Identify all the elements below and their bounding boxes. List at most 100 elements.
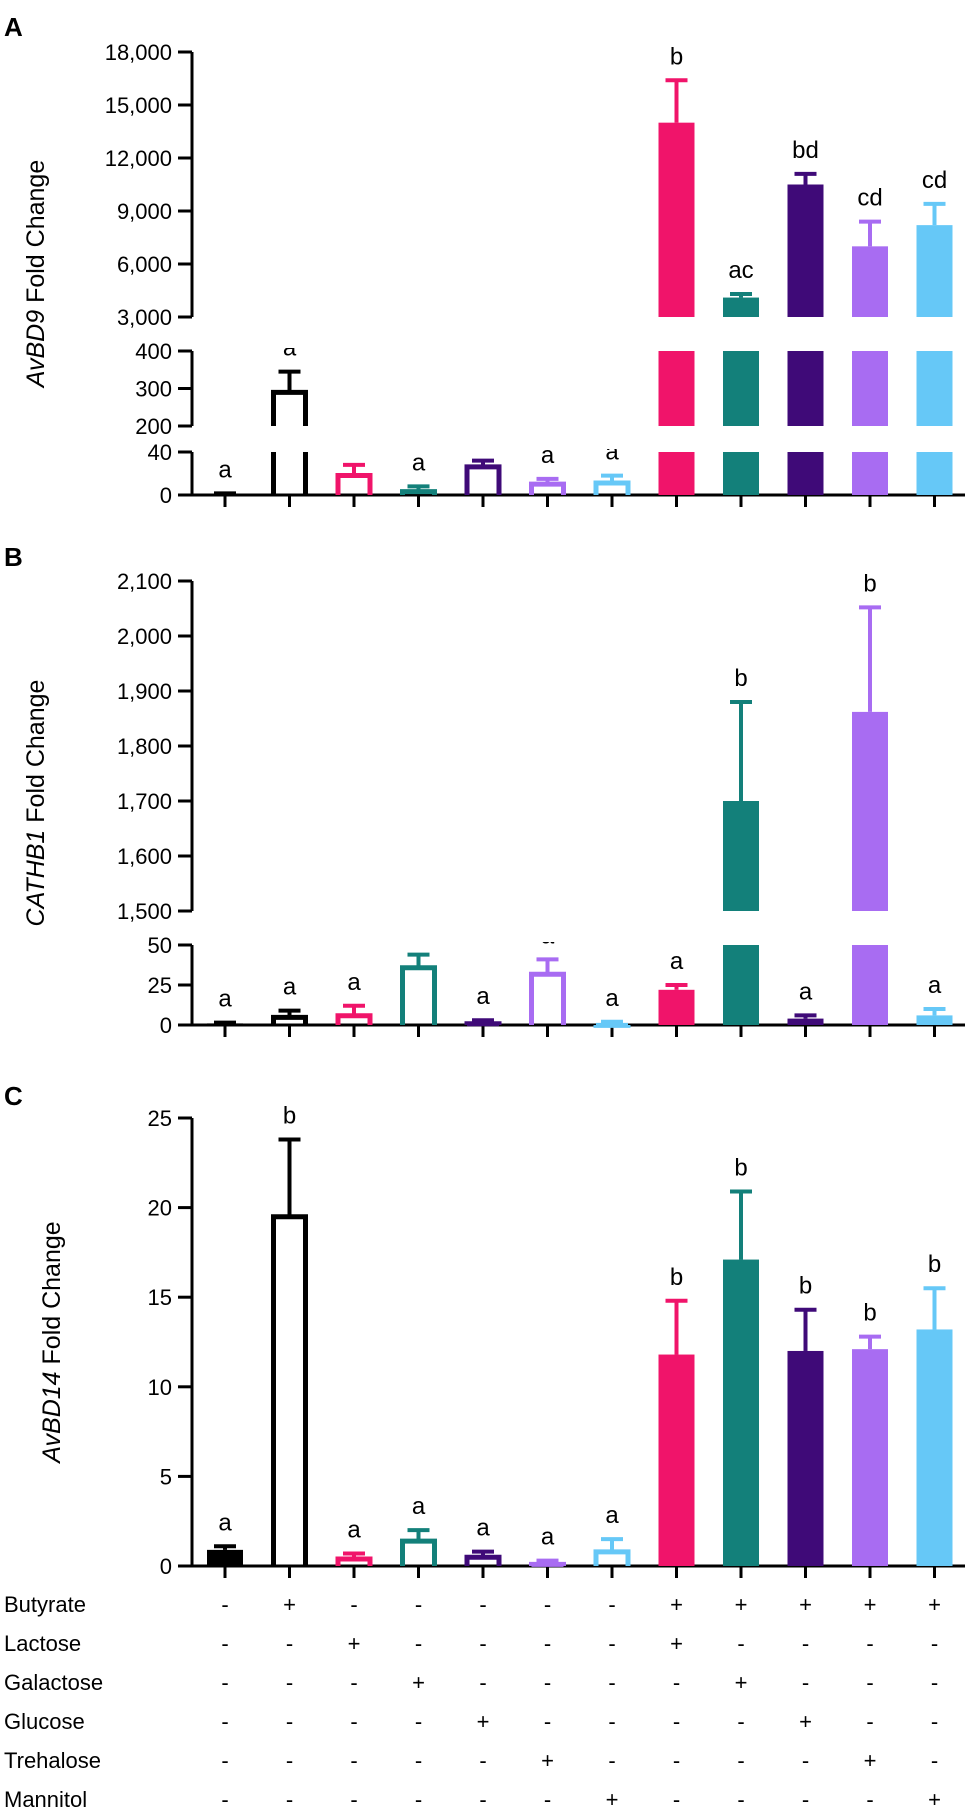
y-tick-label: 50 — [148, 933, 172, 958]
significance-letter: a — [928, 972, 942, 999]
significance-letter: a — [476, 1515, 490, 1542]
condition-plus: + — [928, 1592, 941, 1617]
condition-table: Butyrate - + - - - - - + + + + +Lactose - - + - - - - + - - - -G… — [4, 1592, 941, 1812]
y-tick-label: 6,000 — [117, 252, 172, 277]
y-axis-label-gene: AvBD9 — [22, 310, 50, 389]
bar-fill — [916, 1329, 953, 1566]
panel-letter: B — [4, 542, 23, 572]
condition-minus: - — [415, 1631, 422, 1656]
significance-letter: b — [928, 1251, 941, 1278]
bar-10: a — [787, 978, 824, 1025]
y-axis-label-text: Fold Change — [38, 1221, 66, 1371]
condition-minus: - — [544, 1592, 551, 1617]
condition-minus: - — [737, 1748, 744, 1773]
condition-minus: - — [479, 1631, 486, 1656]
bar-fill — [916, 452, 953, 495]
bar-fill — [852, 945, 888, 1025]
bar-outline — [335, 1013, 373, 1025]
significance-letter: a — [412, 1493, 426, 1520]
condition-plus: + — [412, 1670, 425, 1695]
bar-3: a — [335, 1516, 373, 1566]
bar-11: b — [852, 1300, 888, 1566]
condition-minus: - — [544, 1670, 551, 1695]
bar-fill — [916, 1015, 953, 1025]
significance-letter: ac — [728, 257, 753, 284]
bar-outline — [593, 480, 631, 495]
bar-1: a — [207, 986, 243, 1025]
bar-fill — [658, 351, 695, 426]
bar-9: ac — [723, 257, 759, 495]
bar-10: bd — [787, 137, 824, 495]
significance-letter: b — [283, 1103, 296, 1130]
condition-label: Butyrate — [4, 1592, 86, 1617]
bar-outline — [529, 1561, 566, 1567]
condition-label: Glucose — [4, 1709, 85, 1734]
significance-letter: a — [412, 449, 426, 476]
condition-minus: - — [479, 1748, 486, 1773]
condition-label: Mannitol — [4, 1787, 87, 1812]
significance-letter: a — [605, 985, 619, 1012]
significance-letter: cd — [857, 185, 882, 212]
panel-B: B CATHB1 Fold Change 0 25 50 1,500 1,600 1,700 1… — [4, 542, 965, 1038]
bar-2: b — [271, 1103, 308, 1566]
y-tick-label: 400 — [135, 339, 172, 364]
significance-letter: a — [799, 978, 813, 1005]
condition-minus: - — [415, 1787, 422, 1812]
bar-fill — [207, 1549, 243, 1566]
y-tick-label: 18,000 — [105, 40, 172, 65]
condition-minus: - — [608, 1592, 615, 1617]
condition-minus: - — [350, 1787, 357, 1812]
y-tick-label: 1,600 — [117, 844, 172, 869]
bar-fill — [852, 246, 888, 317]
bar-fill — [916, 225, 953, 317]
condition-minus: - — [286, 1670, 293, 1695]
y-tick-label: 0 — [160, 1013, 172, 1038]
bar-4: a — [400, 449, 437, 495]
y-tick-label: 0 — [160, 1554, 172, 1579]
significance-letter: a — [218, 1509, 232, 1536]
bar-fill — [723, 801, 759, 911]
y-tick-label: 5 — [160, 1464, 172, 1489]
significance-letter: bd — [792, 137, 819, 164]
condition-plus: + — [928, 1787, 941, 1812]
condition-minus: - — [286, 1748, 293, 1773]
condition-minus: - — [737, 1709, 744, 1734]
condition-row-trehalose: Trehalose - - - - - + - - - - + - — [4, 1748, 938, 1773]
significance-letter: a — [541, 1524, 555, 1551]
bar-outline — [593, 1549, 631, 1566]
condition-minus: - — [866, 1670, 873, 1695]
condition-minus: - — [608, 1670, 615, 1695]
y-tick-label: 15 — [148, 1285, 172, 1310]
bar-1: a — [207, 456, 243, 496]
condition-minus: - — [544, 1631, 551, 1656]
condition-minus: - — [286, 1787, 293, 1812]
y-axis-label-gene: CATHB1 — [22, 830, 50, 927]
significance-letter: a — [347, 1516, 361, 1543]
y-tick-label: 3,000 — [117, 305, 172, 330]
y-tick-label: 40 — [148, 440, 172, 465]
condition-plus: + — [735, 1592, 748, 1617]
condition-minus: - — [673, 1709, 680, 1734]
bar-1: a — [207, 1509, 243, 1566]
y-tick-label: 25 — [148, 973, 172, 998]
significance-letter: a — [347, 969, 361, 996]
significance-letter: a — [283, 974, 297, 1001]
bar-2: a — [271, 974, 308, 1025]
bar-fill — [658, 989, 695, 1025]
significance-letter: b — [863, 570, 876, 597]
bar-7: a — [593, 1502, 631, 1566]
bar-outline — [335, 1556, 373, 1566]
bar-outline — [464, 464, 502, 495]
condition-row-lactose: Lactose - - + - - - - + - - - - — [4, 1631, 938, 1656]
significance-letter: b — [670, 1264, 683, 1291]
bar-fill — [852, 1349, 888, 1566]
condition-minus: - — [415, 1709, 422, 1734]
bar-fill — [723, 945, 759, 1025]
condition-plus: + — [799, 1592, 812, 1617]
y-tick-label: 1,700 — [117, 789, 172, 814]
y-tick-label: 1,500 — [117, 899, 172, 924]
condition-row-glucose: Glucose - - - - + - - - - + - - — [4, 1709, 938, 1734]
significance-letter: a — [476, 983, 490, 1010]
condition-minus: - — [802, 1670, 809, 1695]
